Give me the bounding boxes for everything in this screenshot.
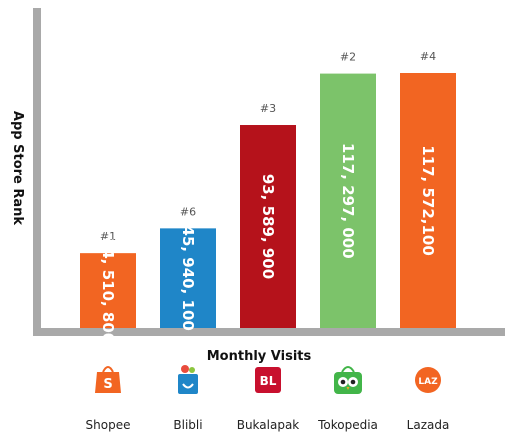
bars-group: #134, 510, 800 #6 45, 940, 100 #3 93, 589, 9… (80, 50, 456, 343)
category-label-tokopedia: Tokopedia (317, 418, 378, 432)
category-label-shopee: Shopee (86, 418, 131, 432)
rank-label-bukalapak: #3 (260, 102, 276, 115)
bar-lazada (400, 73, 456, 328)
value-label-lazada: 117, 572,100 (419, 145, 437, 256)
value-label-shopee: 34, 510, 800 (99, 238, 117, 343)
category-label-blibli: Blibli (173, 418, 202, 432)
svg-text:LAZ: LAZ (418, 377, 438, 387)
value-label-bukalapak: 93, 589, 900 (259, 174, 277, 279)
bar-bukalapak (240, 125, 296, 328)
svg-text:S: S (103, 377, 112, 392)
y-axis-line (33, 8, 41, 335)
x-axis-title: Monthly Visits (207, 349, 312, 364)
value-label-blibli: 45, 940, 100 (179, 226, 197, 331)
rank-label-tokopedia: #2 (340, 51, 356, 64)
rank-label-lazada: #4 (420, 50, 436, 63)
bar-shopee (80, 253, 136, 328)
lazada-icon: LAZ (415, 367, 441, 393)
svg-text:BL: BL (260, 374, 277, 388)
rank-label-blibli: #6 (180, 205, 196, 218)
blibli-bag-icon (178, 365, 198, 394)
shopee-bag-icon: S (95, 366, 121, 393)
chart-axes (33, 8, 505, 336)
category-label-bukalapak: Bukalapak (237, 418, 300, 432)
brand-logos: S Shopee Blibli BL Bukalapak Tokopedia LAZ Laza… (86, 365, 450, 432)
value-label-tokopedia: 117, 297, 000 (339, 143, 357, 259)
y-axis-title: App Store Rank (10, 111, 25, 225)
rank-label-shopee: #1 (100, 230, 116, 243)
tokopedia-owl-icon (334, 366, 362, 394)
bar-tokopedia (320, 73, 376, 329)
bukalapak-icon: BL (255, 367, 281, 393)
bar-blibli (160, 228, 216, 328)
category-label-lazada: Lazada (407, 418, 450, 432)
x-axis-line (33, 328, 505, 336)
